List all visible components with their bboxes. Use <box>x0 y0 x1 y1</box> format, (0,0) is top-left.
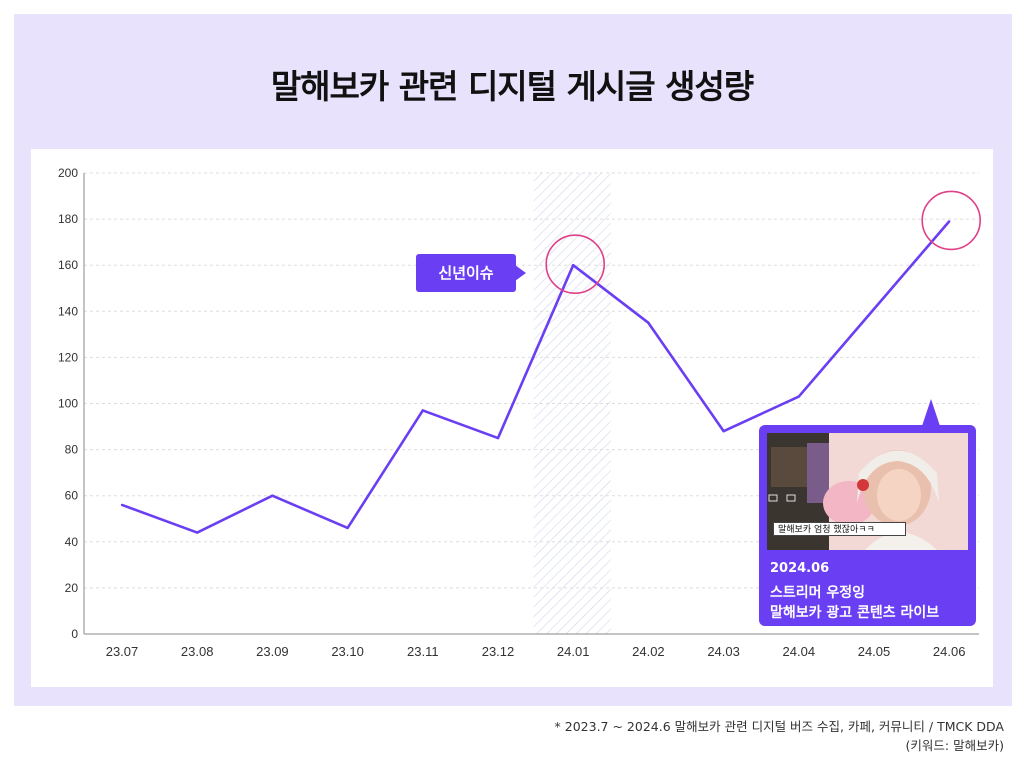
callout-card: 말해보카 엄청 했잖아ㅋㅋ 2024.06 스트리머 우정잉 말해보카 광고 콘… <box>759 425 976 626</box>
y-tick-label: 140 <box>58 304 78 318</box>
source-note: * 2023.7 ~ 2024.6 말해보카 관련 디지털 버즈 수집, 카페,… <box>555 717 1004 755</box>
x-tick-label: 24.04 <box>783 644 816 659</box>
x-tick-label: 23.07 <box>106 644 139 659</box>
y-tick-label: 0 <box>71 627 78 641</box>
y-tick-label: 60 <box>65 489 79 503</box>
data-point <box>120 503 124 507</box>
data-point <box>797 395 800 398</box>
data-point <box>346 526 349 530</box>
data-point <box>948 220 951 223</box>
data-point <box>196 531 199 534</box>
x-tick-label: 24.05 <box>858 644 891 659</box>
data-point <box>572 264 575 267</box>
x-tick-label: 24.02 <box>632 644 665 659</box>
callout-headline-2: 말해보카 광고 콘텐츠 라이브 <box>770 605 940 621</box>
source-line-1: * 2023.7 ~ 2024.6 말해보카 관련 디지털 버즈 수집, 카페,… <box>554 719 1004 734</box>
x-tick-label: 23.09 <box>256 644 289 659</box>
x-tick-label: 23.08 <box>181 644 214 659</box>
callout-date: 2024.06 <box>770 561 830 576</box>
y-tick-label: 80 <box>65 443 79 457</box>
callout-headline-1: 스트리머 우정잉 <box>770 585 866 601</box>
data-point <box>872 307 876 311</box>
y-tick-label: 40 <box>65 535 79 549</box>
data-point <box>496 436 500 440</box>
highlight-circle <box>545 234 606 294</box>
y-tick-label: 160 <box>58 258 78 272</box>
data-point <box>647 321 650 325</box>
thumbnail-caption: 말해보카 엄청 했잖아ㅋㅋ <box>773 522 906 536</box>
data-point <box>271 494 274 497</box>
x-tick-label: 23.12 <box>482 644 515 659</box>
peak-label-pointer <box>515 265 526 281</box>
callout-pointer <box>922 399 940 426</box>
data-point <box>421 409 424 412</box>
x-tick-label: 24.03 <box>707 644 740 659</box>
y-tick-label: 100 <box>58 397 78 411</box>
source-line-2: (키워드: 말해보카) <box>905 738 1004 753</box>
peak-label: 신년이슈 <box>416 254 516 292</box>
x-tick-label: 24.01 <box>557 644 590 659</box>
x-tick-label: 23.10 <box>331 644 364 659</box>
x-tick-label: 23.11 <box>407 644 439 659</box>
y-tick-label: 200 <box>58 166 78 180</box>
series-line <box>121 220 951 534</box>
highlight-circle <box>921 190 982 251</box>
data-point <box>722 429 725 433</box>
y-tick-label: 120 <box>58 350 78 364</box>
chart-title: 말해보카 관련 디지털 게시글 생성량 <box>270 67 754 106</box>
x-tick-label: 24.06 <box>933 644 966 659</box>
y-tick-label: 20 <box>65 581 79 595</box>
y-tick-label: 180 <box>58 212 78 226</box>
